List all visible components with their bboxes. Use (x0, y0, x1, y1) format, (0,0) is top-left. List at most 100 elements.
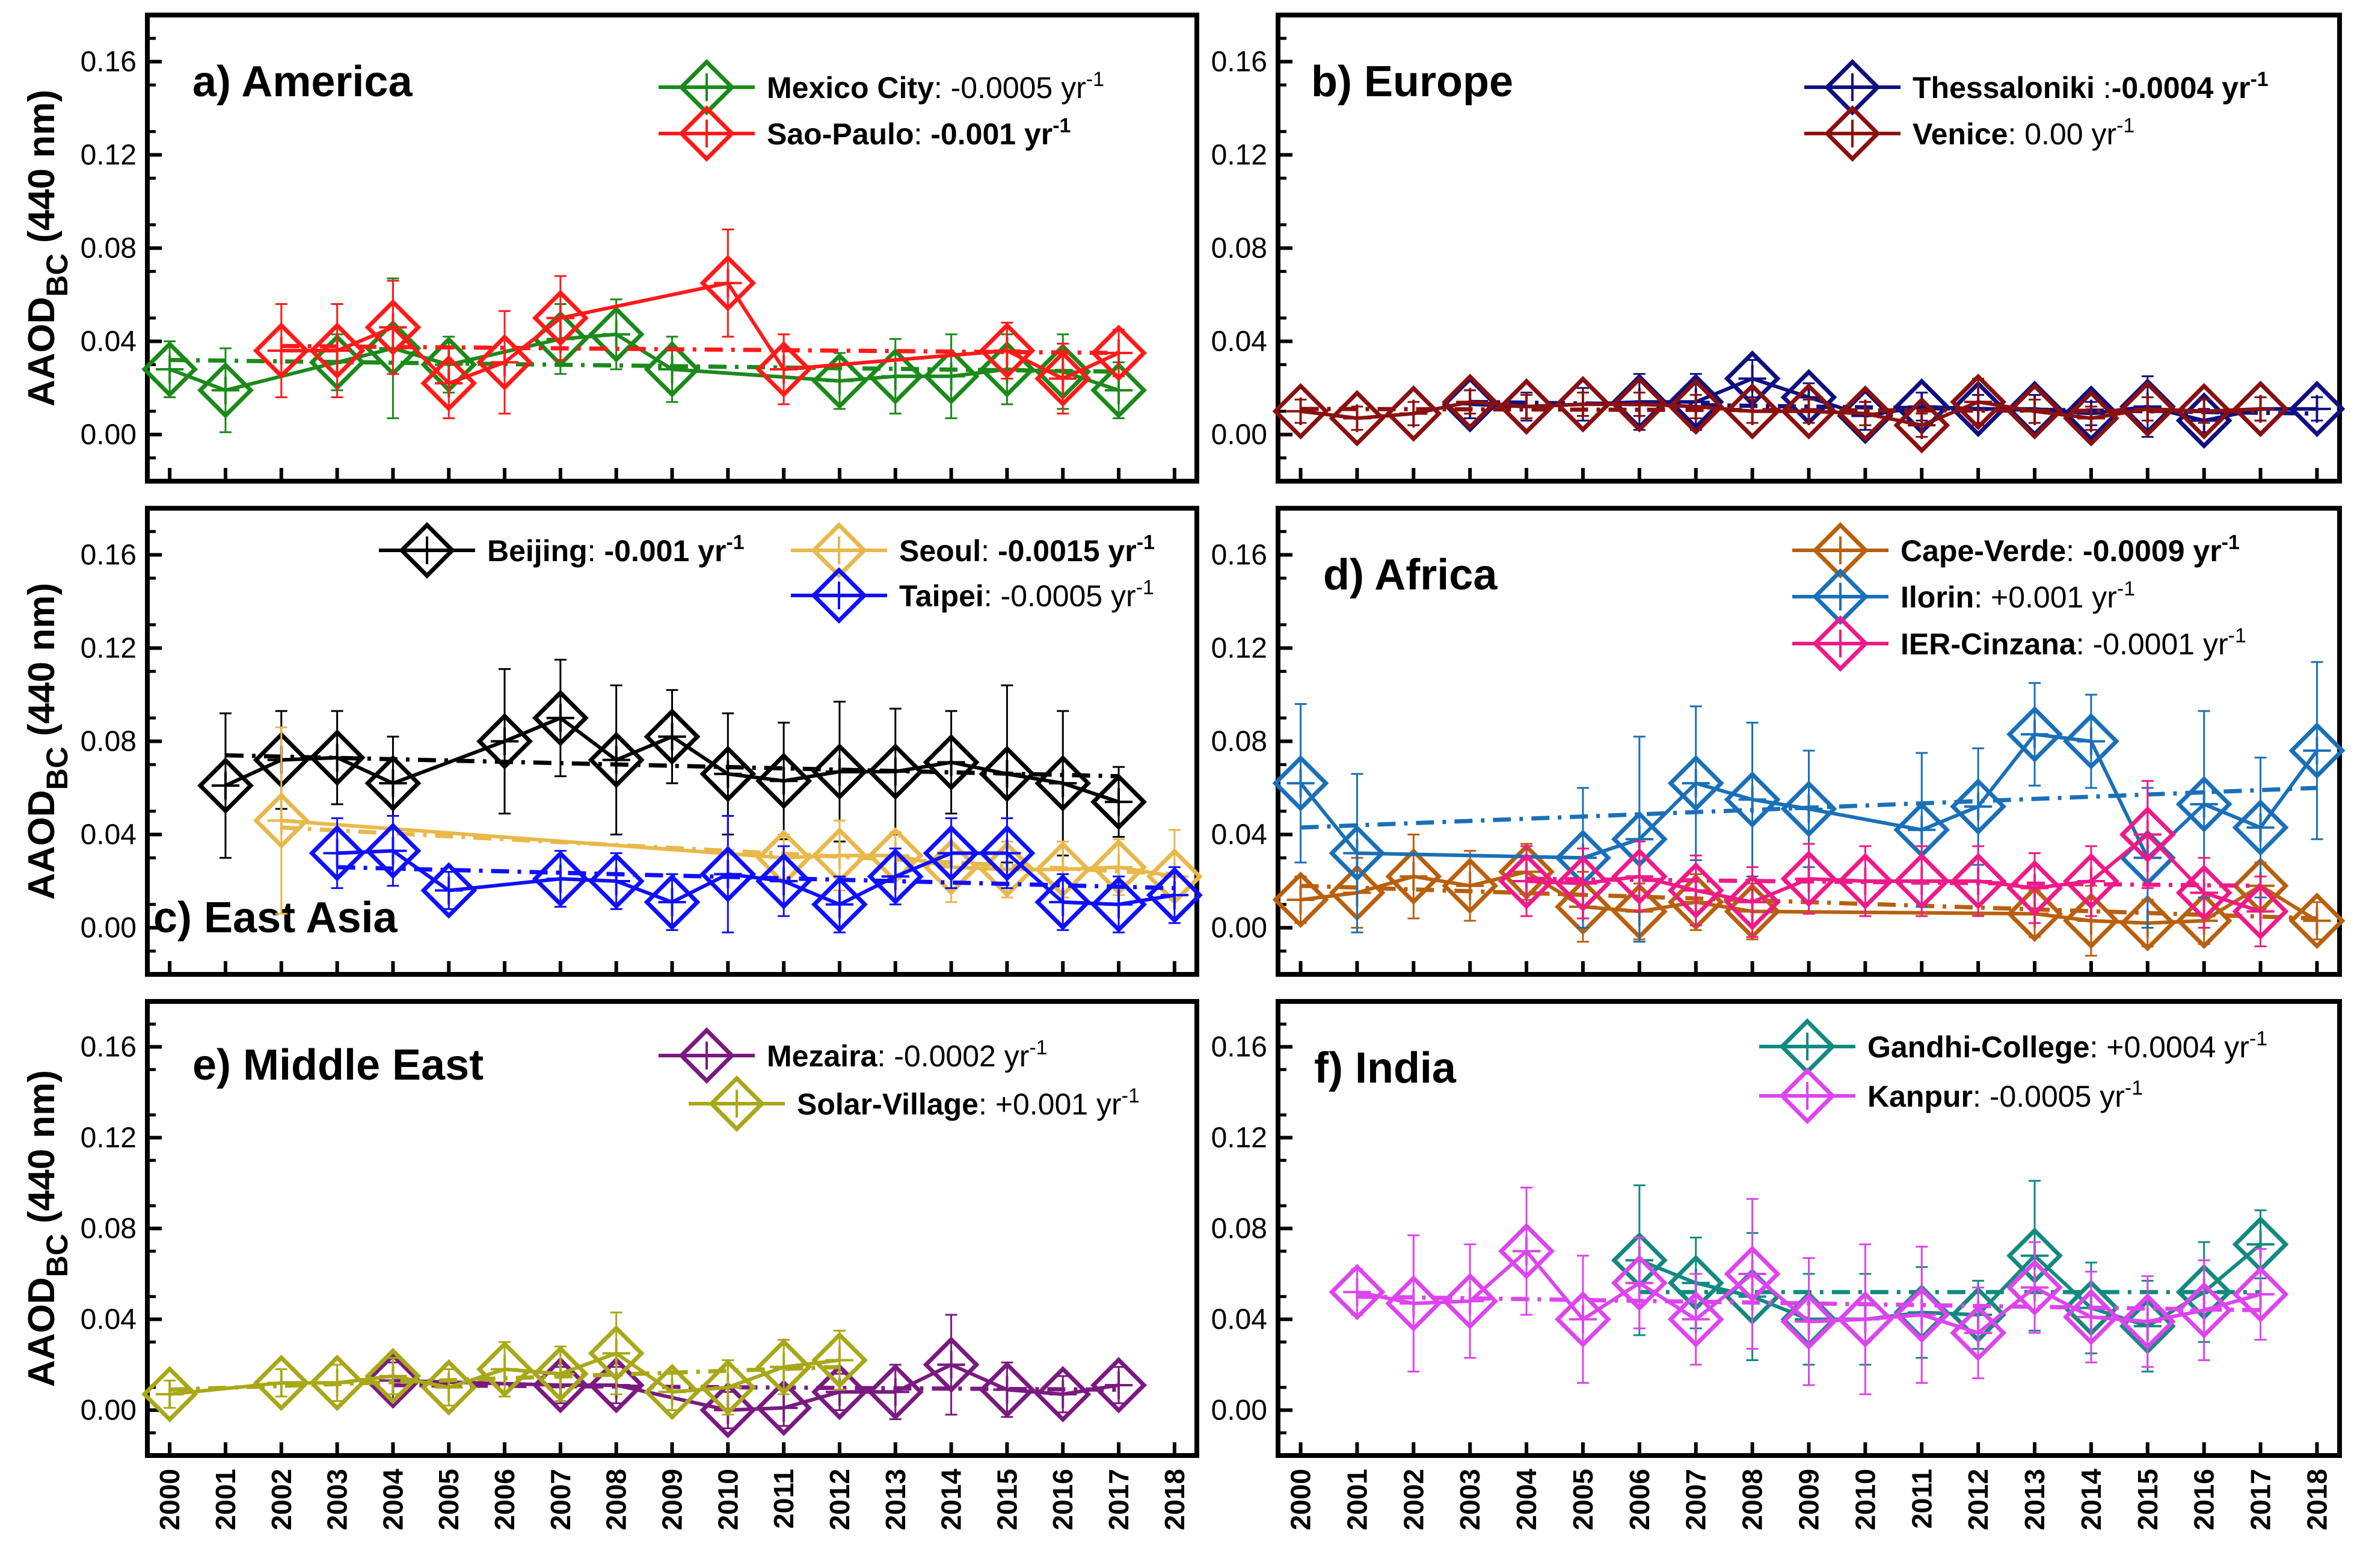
x-tick-label: 2014 (936, 1469, 967, 1531)
data-point (1780, 780, 1837, 837)
x-tick-label: 2012 (824, 1469, 855, 1530)
diamond-outline (1611, 848, 1668, 905)
diamond-outline (1329, 390, 1386, 447)
diamond-outline (2062, 1288, 2119, 1345)
legend-entry-mexico-city: Mexico City: -0.0005 yr-1 (659, 59, 1104, 115)
data-point (1837, 853, 1894, 909)
data-point (141, 341, 198, 398)
diamond-outline (1611, 376, 1668, 433)
legend-entry-gandhi-college: Gandhi-College: +0.0004 yr-1 (1759, 1018, 2267, 1075)
x-tick-label: 2018 (1159, 1469, 1190, 1530)
legend-marker (1812, 522, 1869, 579)
diamond-outline (1272, 755, 1329, 812)
diamond-outline (399, 522, 455, 579)
x-tick-label: 2003 (322, 1469, 353, 1530)
diamond-outline (364, 755, 422, 812)
diamond-outline (699, 745, 757, 802)
data-point (867, 743, 924, 800)
legend-label: Ilorin: +0.001 yr-1 (1901, 577, 2135, 614)
data-point (1555, 1291, 1611, 1348)
legend-entry-kanpur: Kanpur: -0.0005 yr-1 (1759, 1068, 2143, 1124)
diamond-outline (644, 1364, 701, 1421)
x-tick-label: 2002 (1398, 1469, 1429, 1530)
data-point (309, 825, 366, 882)
diamond-outline (1555, 1291, 1611, 1348)
data-point (2006, 1259, 2063, 1316)
y-tick-label: 0.00 (1211, 1395, 1267, 1427)
diamond-outline (2175, 383, 2233, 440)
diamond-outline (923, 734, 980, 791)
diamond-outline (979, 825, 1036, 882)
diamond-outline (2288, 722, 2346, 779)
legend-marker (399, 522, 455, 579)
x-tick-label: 2008 (1737, 1469, 1768, 1530)
data-point (923, 825, 980, 882)
data-point (699, 846, 757, 903)
x-tick-label: 2007 (1680, 1469, 1712, 1530)
diamond-outline (2062, 853, 2119, 909)
series-gandhi-college (1611, 1179, 2289, 1373)
data-point (364, 299, 422, 356)
data-point (979, 322, 1036, 379)
legend-marker (1779, 1068, 1836, 1124)
x-tick-label: 2005 (433, 1469, 464, 1530)
data-point (2288, 892, 2346, 949)
diamond-outline (1893, 1287, 1950, 1343)
diamond-outline (420, 1359, 478, 1416)
data-point (1498, 1223, 1555, 1280)
data-point (1385, 385, 1442, 442)
diamond-outline (588, 306, 645, 363)
x-tick-label: 2010 (1849, 1469, 1881, 1530)
diamond-outline (2062, 713, 2119, 770)
y-tick-label: 0.16 (1211, 46, 1267, 78)
diamond-outline (1812, 568, 1869, 625)
legend-marker (708, 1075, 765, 1132)
x-tick-label: 2017 (1103, 1469, 1134, 1530)
data-point (1385, 848, 1442, 905)
x-tick-label: 2004 (377, 1469, 408, 1531)
legend-label: Mezaira: -0.0002 yr-1 (767, 1036, 1048, 1073)
x-tick-label: 2009 (1793, 1469, 1825, 1530)
y-tick-label: 0.00 (1211, 912, 1267, 944)
data-point (2119, 380, 2176, 437)
diamond-outline (2119, 1293, 2176, 1350)
y-tick-label: 0.04 (1211, 1304, 1267, 1336)
data-point (2006, 383, 2063, 440)
y-tick-label: 0.08 (81, 726, 137, 758)
diamond-outline (1780, 850, 1837, 908)
diamond-outline (1498, 1223, 1555, 1280)
diamond-outline (1667, 378, 1724, 435)
diamond-outline (678, 105, 735, 162)
diamond-outline (1442, 374, 1499, 431)
data-point (1090, 324, 1148, 381)
diamond-outline (1090, 773, 1148, 831)
diamond-outline (1034, 1366, 1092, 1423)
data-point (309, 729, 366, 786)
trend-line (281, 825, 1175, 876)
y-tick-label: 0.00 (81, 1395, 137, 1427)
data-point (1724, 383, 1781, 440)
data-point (532, 850, 589, 908)
data-point (1090, 773, 1148, 831)
trend-line (1300, 407, 2261, 414)
trend-line (225, 753, 1119, 779)
data-point (2232, 883, 2289, 940)
diamond-outline (364, 822, 422, 879)
data-point (1555, 855, 1611, 912)
data-point (644, 1364, 701, 1421)
data-point (1272, 755, 1329, 812)
data-point (197, 361, 254, 419)
diamond-outline (1498, 378, 1555, 435)
series-solar-village (141, 1311, 868, 1423)
y-tick-label: 0.08 (1211, 233, 1267, 265)
legend-entry-beijing: Beijing: -0.001 yr-1 (379, 522, 745, 579)
panel-middle-east: 0.00 0.04 0.08 0.12 0.16 2000 2001 2002 2003 2004… (21, 999, 1199, 1531)
diamond-outline (755, 1379, 813, 1436)
legend-label: Kanpur: -0.0005 yr-1 (1867, 1077, 2143, 1113)
diamond-outline (2006, 383, 2063, 440)
data-point (1780, 850, 1837, 908)
y-tick-label: 0.04 (1211, 819, 1267, 851)
data-point (2175, 776, 2233, 833)
diamond-outline (1724, 873, 1781, 930)
data-point (1724, 873, 1781, 930)
